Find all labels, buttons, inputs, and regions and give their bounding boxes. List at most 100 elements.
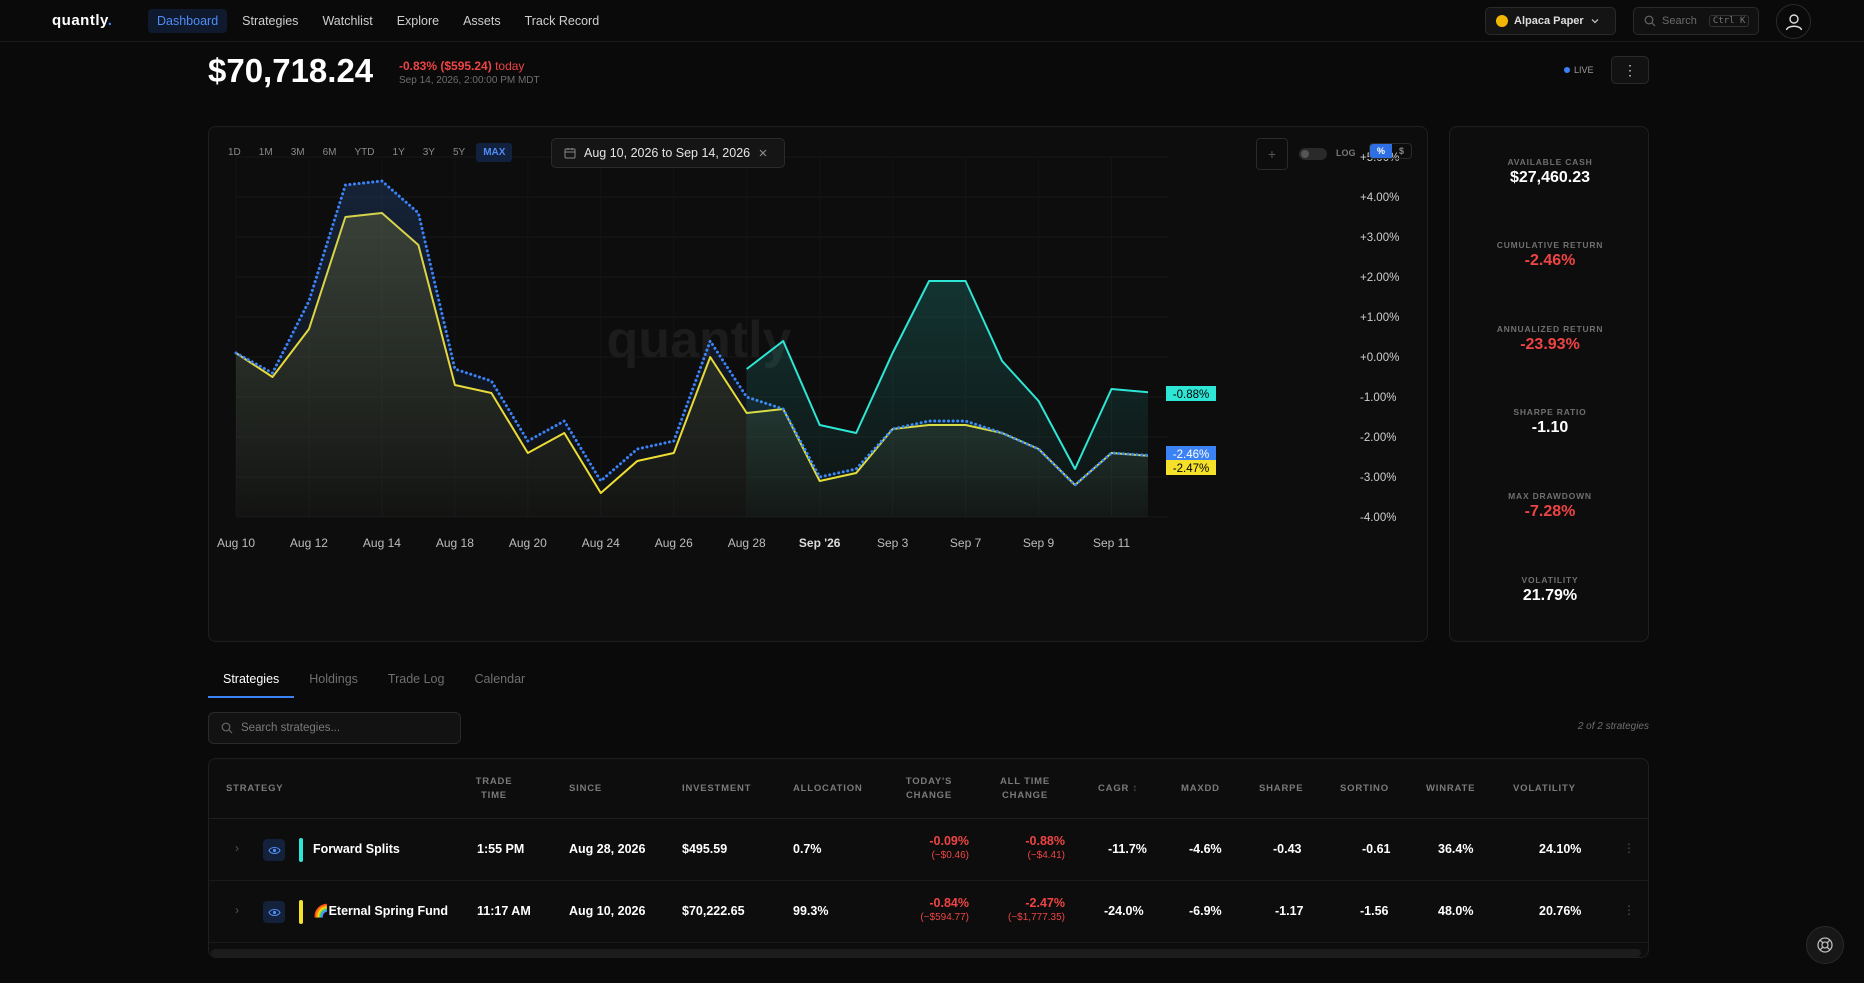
visibility-toggle[interactable]: [263, 901, 285, 923]
maxdd: -4.6%: [1189, 842, 1222, 856]
range-1d[interactable]: 1D: [228, 147, 241, 158]
range-3y[interactable]: 3Y: [422, 147, 435, 158]
range-3m[interactable]: 3M: [290, 147, 305, 158]
close-icon[interactable]: [758, 148, 768, 158]
table-row[interactable]: › 🌈Eternal Spring Fund 11:17 AM Aug 10, …: [209, 881, 1648, 943]
eye-icon: [267, 908, 281, 916]
col-volatility[interactable]: VOLATILITY: [1513, 783, 1576, 794]
strategy-name[interactable]: Forward Splits: [313, 842, 400, 856]
allocation: 0.7%: [793, 842, 822, 856]
search-icon: [1644, 15, 1656, 27]
y-tick-label: -4.00%: [1360, 512, 1396, 524]
unit-dollar[interactable]: $: [1399, 146, 1405, 156]
more-options-button[interactable]: ⋮: [1611, 56, 1649, 84]
global-search[interactable]: Search Ctrl K: [1633, 7, 1759, 35]
nav-strategies[interactable]: Strategies: [242, 14, 299, 28]
live-indicator: LIVE: [1564, 65, 1594, 75]
user-avatar-button[interactable]: [1776, 4, 1811, 39]
stat-volatility: VOLATILITY 21.79%: [1521, 575, 1579, 604]
nav-watchlist[interactable]: Watchlist: [322, 14, 373, 28]
x-tick-label: Aug 14: [363, 536, 401, 550]
logo[interactable]: quantly.: [52, 12, 113, 29]
x-tick-label: Aug 12: [290, 536, 328, 550]
col-sortino[interactable]: SORTINO: [1340, 783, 1389, 794]
y-tick-label: -1.00%: [1360, 392, 1396, 404]
today-change: -0.83% ($595.24) today: [399, 59, 525, 73]
calendar-icon: [564, 148, 576, 159]
sortino: -0.61: [1362, 842, 1391, 856]
nav-assets[interactable]: Assets: [463, 14, 501, 28]
stat-sharpe-ratio: SHARPE RATIO -1.10: [1513, 407, 1587, 436]
range-6m[interactable]: 6M: [322, 147, 337, 158]
col-since[interactable]: SINCE: [569, 783, 603, 794]
x-tick-label: Aug 18: [436, 536, 474, 550]
strategy-search-input[interactable]: Search strategies...: [208, 712, 461, 744]
col-cagr[interactable]: CAGR ↕: [1098, 783, 1139, 794]
log-scale-toggle[interactable]: [1299, 148, 1327, 160]
expand-chevron-icon[interactable]: ›: [235, 903, 239, 917]
allocation: 99.3%: [793, 904, 829, 918]
col-maxdd[interactable]: MAXDD: [1181, 783, 1220, 794]
strategy-color-swatch: [299, 900, 303, 924]
range-max[interactable]: MAX: [476, 143, 513, 162]
trade-time: 11:17 AM: [477, 904, 531, 918]
y-tick-label: -3.00%: [1360, 472, 1396, 484]
col-all-time-change[interactable]: ALL TIME CHANGE: [999, 776, 1051, 801]
stat-annualized-return: ANNUALIZED RETURN -23.93%: [1496, 324, 1604, 353]
row-menu-icon[interactable]: ⋮: [1623, 841, 1635, 855]
tab-calendar[interactable]: Calendar: [474, 672, 526, 686]
range-ytd[interactable]: YTD: [354, 147, 375, 158]
col-trade-time[interactable]: TRADE TIME: [475, 776, 513, 801]
nav-track-record[interactable]: Track Record: [524, 14, 600, 28]
series-area: [746, 281, 1148, 517]
tab-holdings[interactable]: Holdings: [309, 672, 358, 686]
lifebuoy-icon: [1817, 937, 1833, 953]
balance-timestamp: Sep 14, 2026, 2:00:00 PM MDT: [399, 75, 540, 86]
row-menu-icon[interactable]: ⋮: [1623, 903, 1635, 917]
range-5y[interactable]: 5Y: [452, 147, 466, 158]
alpaca-icon: [1496, 15, 1508, 27]
x-tick-label: Aug 26: [655, 536, 693, 550]
account-selector[interactable]: Alpaca Paper: [1485, 7, 1616, 35]
tab-strategies[interactable]: Strategies: [208, 668, 295, 698]
x-tick-label: Aug 28: [728, 536, 766, 550]
y-tick-label: +1.00%: [1360, 312, 1399, 324]
end-value-badge: [1166, 386, 1216, 401]
volatility: 20.76%: [1539, 904, 1582, 918]
col-strategy[interactable]: STRATEGY: [226, 783, 284, 794]
volatility: 24.10%: [1539, 842, 1582, 856]
live-dot-icon: [1564, 67, 1570, 73]
col-sharpe[interactable]: SHARPE: [1259, 783, 1304, 794]
col-allocation[interactable]: ALLOCATION: [793, 783, 863, 794]
all-time-change: -2.47% (−$1,777.35): [1008, 896, 1065, 923]
col-winrate[interactable]: WINRATE: [1426, 783, 1476, 794]
portfolio-balance: $70,718.24: [208, 52, 374, 89]
performance-chart[interactable]: quantly+5.00%+4.00%+3.00%+2.00%+1.00%+0.…: [209, 127, 1428, 642]
stats-panel: AVAILABLE CASH $27,460.23 CUMULATIVE RET…: [1449, 126, 1649, 642]
horizontal-scrollbar[interactable]: [211, 949, 1641, 957]
add-comparison-button[interactable]: +: [1256, 138, 1288, 170]
visibility-toggle[interactable]: [263, 839, 285, 861]
range-1m[interactable]: 1M: [258, 147, 273, 158]
trade-time: 1:55 PM: [477, 842, 525, 856]
table-row[interactable]: › Forward Splits 1:55 PM Aug 28, 2026 $4…: [209, 819, 1648, 881]
col-todays-change[interactable]: TODAY'S CHANGE: [905, 776, 953, 801]
col-investment[interactable]: INVESTMENT: [682, 783, 752, 794]
x-tick-label: Sep 7: [950, 536, 982, 550]
tab-trade-log[interactable]: Trade Log: [387, 672, 445, 686]
range-1y[interactable]: 1Y: [392, 147, 405, 158]
end-value-label: -2.47%: [1173, 463, 1209, 475]
nav-dashboard[interactable]: Dashboard: [148, 9, 228, 33]
end-value-label: -0.88%: [1173, 389, 1209, 401]
expand-chevron-icon[interactable]: ›: [235, 841, 239, 855]
strategy-name[interactable]: 🌈Eternal Spring Fund: [313, 904, 449, 918]
y-tick-label: +3.00%: [1360, 232, 1399, 244]
help-button[interactable]: [1806, 926, 1844, 964]
unit-percent[interactable]: %: [1370, 144, 1393, 158]
winrate: 36.4%: [1438, 842, 1474, 856]
investment: $70,222.65: [682, 904, 745, 918]
date-range-picker[interactable]: Aug 10, 2026 to Sep 14, 2026: [551, 138, 785, 168]
nav-explore[interactable]: Explore: [396, 14, 440, 28]
x-tick-label: Aug 10: [217, 536, 255, 550]
unit-toggle: % $: [1369, 143, 1413, 159]
